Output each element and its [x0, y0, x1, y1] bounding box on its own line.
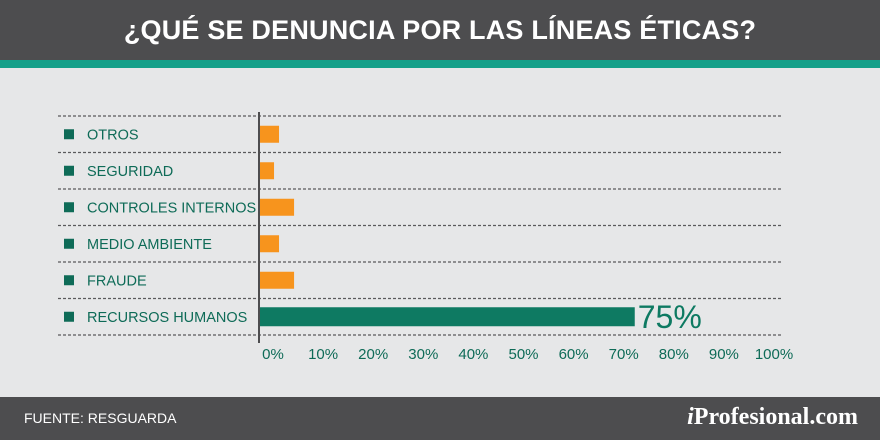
x-tick-label: 70% — [609, 346, 639, 363]
x-tick-label: 30% — [408, 346, 438, 363]
category-label: OTROS — [87, 127, 139, 143]
bar — [259, 198, 295, 216]
legend-square-icon — [64, 311, 74, 322]
x-tick-label: 0% — [262, 346, 284, 363]
header-bar: ¿QUÉ SE DENUNCIA POR LAS LÍNEAS ÉTICAS? — [0, 0, 880, 60]
accent-stripe — [0, 60, 880, 68]
x-tick-label: 80% — [659, 346, 689, 363]
x-tick-label: 10% — [308, 346, 338, 363]
category-label: RECURSOS HUMANOS — [87, 310, 247, 326]
x-tick-label: 50% — [508, 346, 538, 363]
x-tick-label: 40% — [458, 346, 488, 363]
data-label: 75% — [638, 299, 702, 335]
legend-square-icon — [64, 275, 74, 286]
chart-title: ¿QUÉ SE DENUNCIA POR LAS LÍNEAS ÉTICAS? — [123, 14, 757, 45]
category-label: FRAUDE — [87, 273, 147, 289]
legend-square-icon — [64, 129, 74, 140]
x-tick-label: 100% — [755, 346, 793, 363]
bar — [259, 125, 280, 143]
legend-square-icon — [64, 202, 74, 213]
legend-square-icon — [64, 238, 74, 249]
x-tick-label: 60% — [559, 346, 589, 363]
x-tick-label: 90% — [709, 346, 739, 363]
legend-square-icon — [64, 165, 74, 176]
bar — [259, 271, 295, 289]
category-label: MEDIO AMBIENTE — [87, 237, 212, 253]
bar-chart: OTROS SEGURIDAD CONTROLES INTERNOS MEDIO AM… — [58, 112, 793, 363]
bar — [259, 307, 635, 327]
x-tick-label: 20% — [358, 346, 388, 363]
category-label: CONTROLES INTERNOS — [87, 200, 256, 216]
bar — [259, 162, 275, 180]
brand-logo: iProfesional.com — [687, 404, 858, 430]
bar — [259, 235, 280, 253]
source-label: FUENTE: RESGUARDA — [24, 410, 177, 426]
footer-bar: FUENTE: RESGUARDA iProfesional.com — [0, 397, 880, 440]
category-label: SEGURIDAD — [87, 164, 173, 180]
